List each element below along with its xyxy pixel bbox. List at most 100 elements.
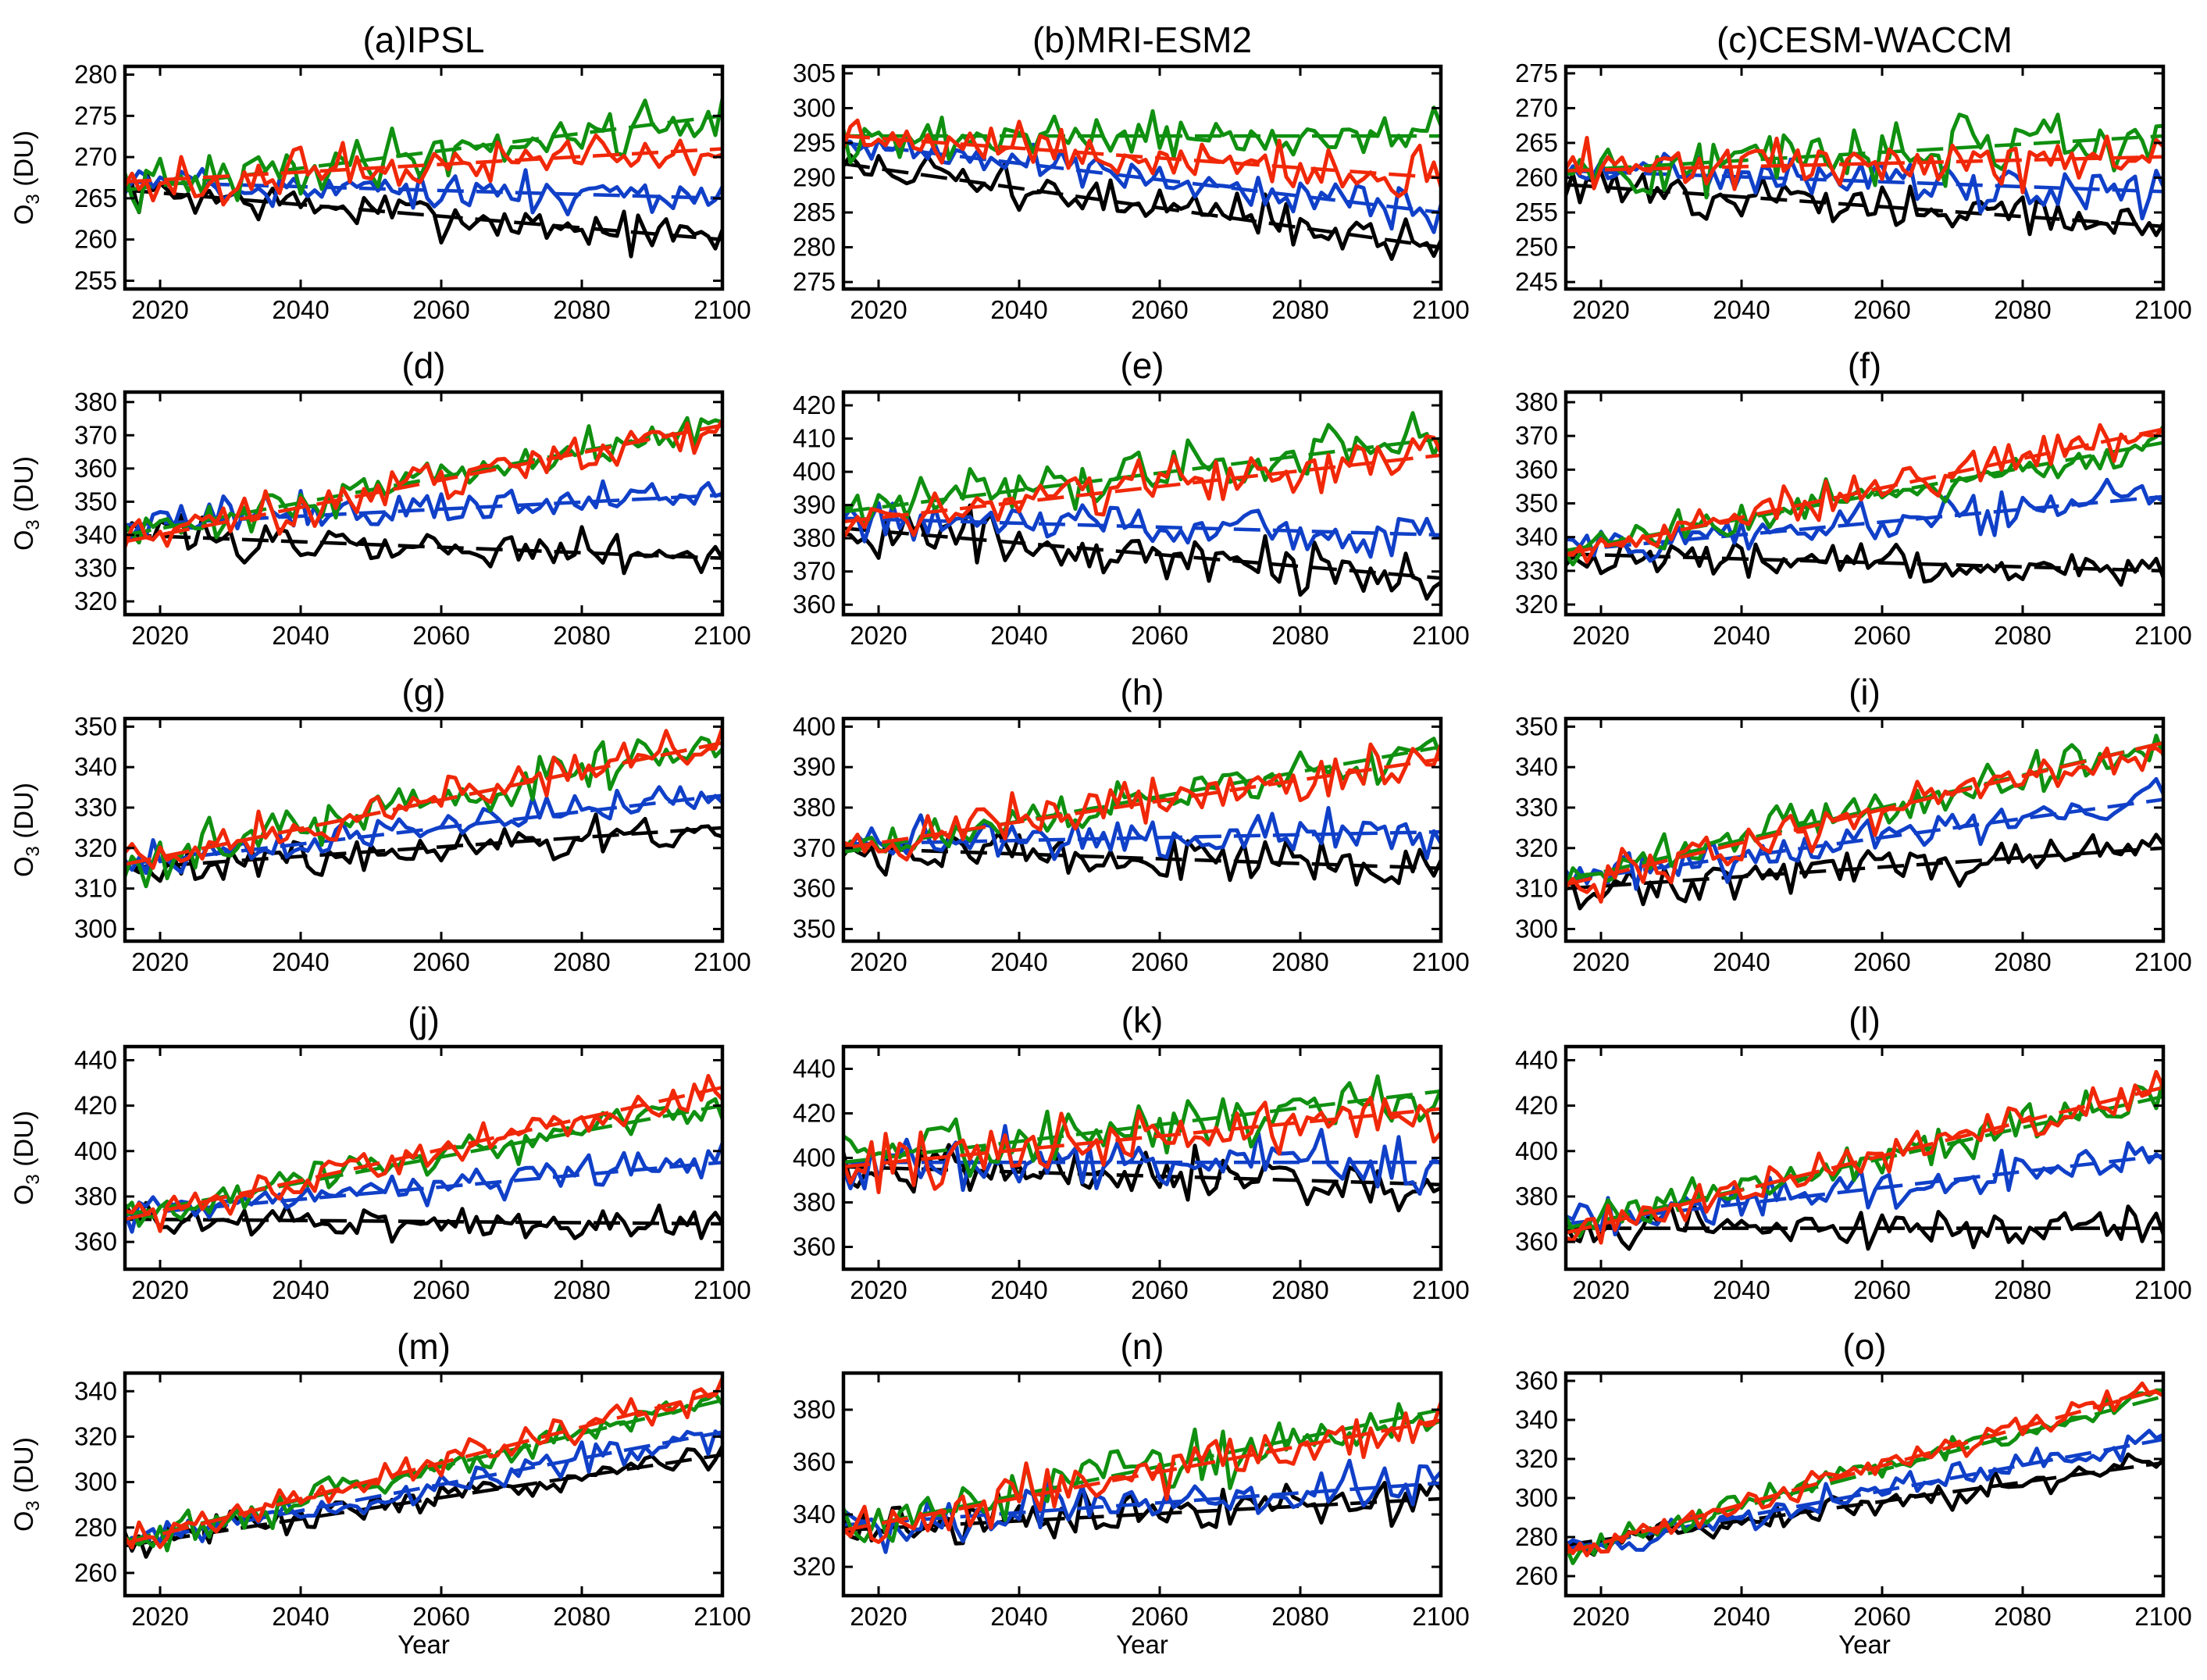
x-tick-label: 2100 — [693, 1275, 751, 1304]
series-line-blue — [1566, 152, 2163, 221]
trend-line-blue — [843, 516, 1441, 537]
x-tick-label: 2080 — [1994, 295, 2051, 324]
chart-panel-5: (f) 2020 2040 2060 2080 2100 320 330 340 350 360 37… — [1515, 345, 2192, 650]
trend-line-blue — [1566, 1154, 2163, 1226]
y-tick-label: 350 — [1515, 489, 1558, 518]
panel-title: (l) — [1849, 1000, 1881, 1040]
y-tick-label: 320 — [74, 587, 117, 615]
series-group — [1566, 1381, 2163, 1565]
x-tick-label: 2100 — [2134, 947, 2191, 976]
trend-line-black — [843, 162, 1441, 249]
x-tick-label: 2020 — [1572, 621, 1629, 650]
chart-panel-9: (j) 2020 2040 2060 2080 2100 360 380 400 420 440 O3… — [9, 1000, 751, 1304]
y-tick-label: 390 — [793, 752, 836, 781]
x-tick-label: 2060 — [1131, 295, 1188, 324]
panel-title: (k) — [1121, 1000, 1164, 1040]
panel-title: (j) — [408, 1000, 440, 1040]
plot-frame — [841, 716, 1443, 943]
chart-panel-11: (l) 2020 2040 2060 2080 2100 360 380 400 420 440 — [1515, 1000, 2192, 1304]
y-axis-label-o: O — [9, 1185, 39, 1205]
y-tick-label: 250 — [1515, 233, 1558, 262]
x-tick-label: 2060 — [1853, 947, 1910, 976]
y-tick-label: 260 — [74, 225, 117, 254]
trend-line-blue — [1566, 169, 2163, 194]
x-tick-label: 2040 — [990, 621, 1047, 650]
series-line-green — [843, 411, 1441, 528]
x-tick-label: 2060 — [1853, 1275, 1910, 1304]
x-tick-label: 2060 — [1853, 621, 1910, 650]
x-tick-label: 2060 — [1131, 621, 1188, 650]
plot-frame — [841, 1371, 1443, 1598]
y-tick-label: 340 — [1515, 752, 1558, 781]
x-tick-label: 2100 — [693, 1602, 751, 1631]
x-tick-label: 2080 — [553, 947, 610, 976]
y-tick-label: 300 — [1515, 1483, 1558, 1512]
y-tick-label: 370 — [1515, 421, 1558, 450]
x-tick-label: 2080 — [1994, 621, 2051, 650]
series-group — [125, 1376, 722, 1559]
y-tick-label: 440 — [74, 1045, 117, 1074]
series-line-blue — [125, 785, 722, 876]
y-tick-label: 360 — [74, 1227, 117, 1256]
x-tick-label: 2040 — [272, 1275, 329, 1304]
chart-panel-7: (h) 2020 2040 2060 2080 2100 350 360 370 380 390 40… — [793, 672, 1470, 976]
y-tick-label: 350 — [1515, 712, 1558, 740]
series-line-blue — [843, 501, 1441, 559]
trend-line-red — [1566, 155, 2163, 173]
y-tick-label: 360 — [793, 874, 836, 903]
y-tick-label: 330 — [1515, 556, 1558, 585]
y-tick-label: 265 — [74, 184, 117, 212]
x-tick-label: 2080 — [1271, 947, 1328, 976]
y-tick-label: 370 — [793, 557, 836, 586]
y-axis-label-o: O — [9, 1511, 39, 1532]
x-tick-label: 2060 — [412, 1602, 469, 1631]
x-tick-label: 2020 — [131, 621, 188, 650]
series-group — [1566, 733, 2163, 911]
series-line-green — [1566, 112, 2163, 200]
x-tick-label: 2020 — [131, 1275, 188, 1304]
x-tick-label: 2100 — [2134, 1602, 2191, 1631]
trend-line-red — [843, 1418, 1441, 1532]
y-tick-label: 380 — [793, 1188, 836, 1217]
y-tick-label: 340 — [74, 752, 117, 781]
series-line-green — [843, 105, 1441, 165]
x-tick-label: 2060 — [1131, 1602, 1188, 1631]
y-axis-label-sub: 3 — [23, 846, 44, 856]
y-axis-label: O3 (DU) — [9, 130, 44, 225]
y-tick-label: 380 — [74, 1182, 117, 1211]
panel-title: (a)IPSL — [363, 20, 485, 60]
x-tick-label: 2080 — [553, 1602, 610, 1631]
y-tick-label: 275 — [793, 267, 836, 296]
series-line-red — [843, 1096, 1441, 1194]
series-line-red — [1566, 1381, 2163, 1557]
plot-frame — [123, 716, 725, 943]
series-group — [843, 1074, 1441, 1213]
x-tick-label: 2060 — [1131, 1275, 1188, 1304]
series-group — [1566, 423, 2163, 587]
y-tick-label: 370 — [74, 420, 117, 449]
y-tick-label: 400 — [1515, 1136, 1558, 1165]
y-tick-label: 275 — [74, 101, 117, 130]
y-tick-label: 350 — [793, 914, 836, 943]
panel-title: (o) — [1842, 1326, 1886, 1367]
series-line-green — [125, 1392, 722, 1553]
x-tick-label: 2040 — [990, 1275, 1047, 1304]
series-group — [125, 97, 722, 259]
x-tick-label: 2080 — [553, 1275, 610, 1304]
y-tick-label: 420 — [793, 1099, 836, 1128]
plot-frame — [123, 64, 725, 291]
y-axis-label-sub: 3 — [23, 194, 44, 204]
x-tick-label: 2080 — [1994, 947, 2051, 976]
y-tick-label: 380 — [793, 793, 836, 822]
x-tick-label: 2100 — [693, 947, 751, 976]
y-tick-label: 360 — [793, 1232, 836, 1261]
plot-frame — [1563, 1371, 2166, 1598]
y-tick-label: 360 — [793, 590, 836, 619]
x-tick-label: 2060 — [1853, 1602, 1910, 1631]
y-tick-label: 440 — [1515, 1045, 1558, 1074]
series-line-red — [1566, 1069, 2163, 1245]
x-tick-label: 2040 — [1713, 947, 1770, 976]
y-tick-label: 285 — [793, 198, 836, 226]
x-tick-label: 2020 — [850, 947, 907, 976]
